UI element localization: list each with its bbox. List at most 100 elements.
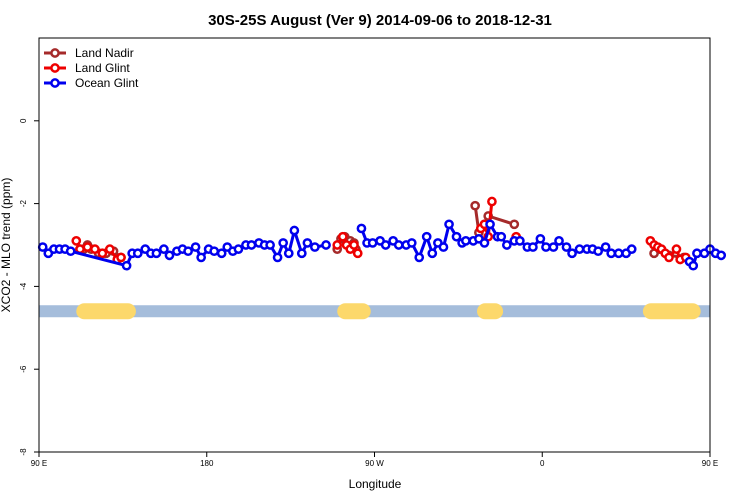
data-point (671, 244, 682, 254)
data-point (121, 260, 132, 271)
data-point (593, 246, 604, 257)
data-point (164, 250, 175, 261)
data-point (246, 240, 257, 250)
series-layer (37, 196, 727, 271)
data-point (470, 200, 480, 211)
data-point (296, 248, 307, 259)
data-point (159, 244, 169, 254)
y-axis-label: XCO2 - MLO trend (ppm) (0, 178, 13, 313)
y-tick-label: -6 (19, 365, 28, 373)
legend-swatch-marker (50, 63, 60, 73)
data-point (65, 246, 76, 257)
data-point (501, 240, 512, 250)
x-tick-label: 90 W (365, 459, 384, 468)
data-point (337, 231, 348, 242)
data-point (716, 250, 727, 261)
data-point (393, 240, 404, 250)
data-point (71, 236, 82, 246)
legend-label: Land Nadir (75, 46, 134, 60)
data-point (487, 196, 497, 207)
data-point (216, 248, 227, 259)
data-point (541, 242, 551, 252)
data-point (460, 236, 471, 246)
data-point (310, 242, 320, 252)
data-point (349, 240, 359, 250)
data-point (209, 246, 220, 257)
data-point (356, 223, 367, 234)
data-point (567, 248, 577, 259)
data-point (451, 231, 462, 242)
data-point (406, 238, 417, 248)
data-point (233, 244, 244, 254)
data-point (302, 238, 313, 248)
data-point (367, 238, 378, 248)
chart-title: 30S-25S August (Ver 9) 2014-09-06 to 201… (208, 12, 552, 29)
data-point (190, 242, 201, 252)
land-band-segment (337, 303, 371, 320)
ocean-band (39, 305, 710, 318)
data-point (606, 248, 617, 259)
data-point (132, 248, 143, 259)
data-point (278, 238, 289, 248)
data-point (509, 219, 520, 230)
y-tick-label: -2 (19, 199, 28, 207)
data-point (414, 252, 425, 263)
land-ocean-band (39, 303, 710, 320)
data-point (352, 248, 363, 259)
data-point (289, 225, 300, 236)
data-point (444, 219, 454, 230)
data-point (688, 260, 699, 271)
data-point (427, 248, 438, 259)
data-point (438, 242, 449, 252)
data-point (600, 242, 611, 252)
series-land-glint (71, 196, 691, 265)
legend-swatch-marker (50, 48, 60, 58)
series-ocean-glint (37, 219, 727, 271)
data-point (116, 252, 126, 263)
legend-label: Land Glint (75, 61, 130, 75)
data-point (183, 246, 193, 257)
data-point (496, 231, 507, 242)
data-point (321, 240, 331, 250)
data-point (82, 242, 93, 252)
data-point (90, 244, 100, 254)
data-point (535, 233, 546, 244)
data-point (554, 236, 564, 246)
x-tick-label: 90 E (702, 459, 718, 468)
data-point (272, 252, 283, 263)
legend-item: Land Glint (44, 61, 130, 75)
data-point (548, 242, 559, 252)
legend-label: Ocean Glint (75, 76, 139, 90)
y-tick-label: 0 (19, 118, 28, 123)
y-tick-label: -8 (19, 448, 28, 456)
data-point (104, 244, 115, 254)
land-band-segment (477, 303, 504, 320)
data-point (151, 248, 162, 259)
data-point (332, 240, 343, 250)
land-band-segment (642, 303, 701, 320)
data-point (613, 248, 624, 259)
data-point (380, 240, 391, 250)
data-point (97, 248, 108, 259)
data-point (196, 252, 207, 263)
data-point (528, 242, 538, 252)
data-point (574, 244, 585, 254)
y-tick-label: -4 (19, 282, 28, 290)
data-point (515, 236, 525, 246)
data-point (265, 240, 275, 250)
legend-item: Ocean Glint (44, 76, 139, 90)
legend-item: Land Nadir (44, 46, 134, 60)
data-point (283, 248, 294, 259)
data-point (479, 238, 490, 248)
legend-swatch-marker (50, 78, 60, 88)
land-band-segment (76, 303, 136, 320)
x-tick-label: 0 (540, 459, 545, 468)
data-point (664, 252, 674, 263)
x-axis: 90 E 180 90 W 0 90 E (31, 452, 718, 468)
data-point (561, 242, 572, 252)
x-tick-label: 180 (200, 459, 214, 468)
x-tick-label: 90 E (31, 459, 47, 468)
y-axis: 0 -2 -4 -6 -8 (19, 118, 39, 456)
